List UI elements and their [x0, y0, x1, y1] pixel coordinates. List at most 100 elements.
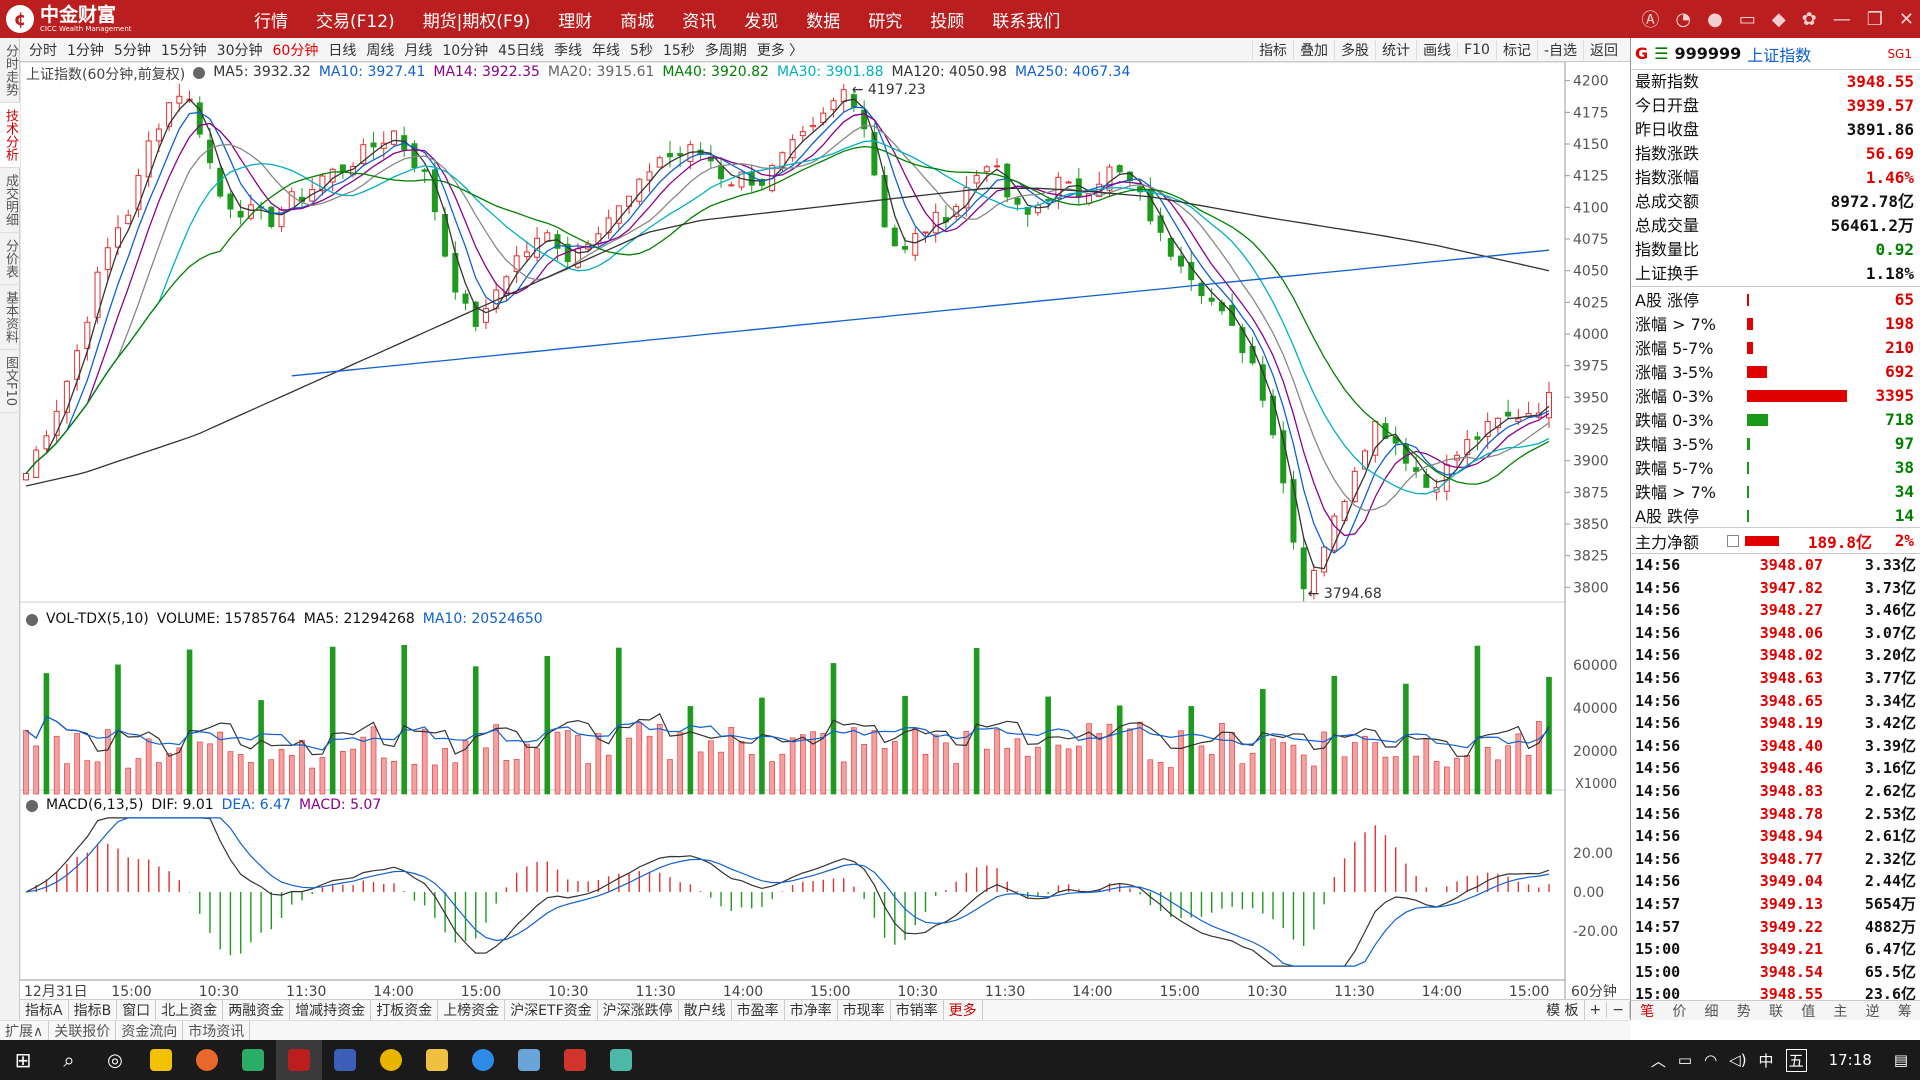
- indicator-tab-13[interactable]: 市现率: [838, 999, 891, 1020]
- wps-icon[interactable]: [552, 1040, 598, 1080]
- book-app-icon[interactable]: [506, 1040, 552, 1080]
- period-tab-14[interactable]: 15秒: [662, 43, 695, 59]
- quote-foot-tab-8[interactable]: 筹: [1897, 1004, 1912, 1020]
- side-tab-4[interactable]: 基本资料: [0, 285, 20, 350]
- indicator-tab-5[interactable]: 增减持资金: [290, 999, 372, 1020]
- menu-item-1[interactable]: 交易(F12): [316, 11, 395, 32]
- leaf-app-icon[interactable]: [598, 1040, 644, 1080]
- search-icon[interactable]: ⌕: [63, 1048, 75, 1072]
- period-tab-11[interactable]: 季线: [553, 43, 582, 59]
- toolbar-btn-8[interactable]: 返回: [1583, 40, 1624, 60]
- indicator-tab-0[interactable]: 指标A: [20, 999, 69, 1020]
- folder-icon[interactable]: [414, 1040, 460, 1080]
- template-btn-2[interactable]: −: [1607, 1001, 1630, 1018]
- period-tab-5[interactable]: 60分钟: [272, 43, 319, 59]
- cube-icon[interactable]: ◆: [1771, 8, 1786, 30]
- quote-foot-tab-4[interactable]: 联: [1768, 1004, 1783, 1020]
- ext-tab-0[interactable]: 扩展∧: [0, 1020, 50, 1041]
- settings-icon[interactable]: [26, 800, 38, 812]
- close-icon[interactable]: ✕: [1898, 8, 1914, 30]
- maximize-icon[interactable]: ❐: [1866, 8, 1883, 30]
- indicator-tab-15[interactable]: 更多: [944, 999, 983, 1020]
- ext-tab-2[interactable]: 资金流向: [116, 1020, 184, 1041]
- gear-icon[interactable]: ✿: [1801, 8, 1817, 30]
- indicator-tab-7[interactable]: 上榜资金: [438, 999, 506, 1020]
- windows-start-icon[interactable]: ⊞: [14, 1048, 32, 1072]
- monitor-icon[interactable]: ▭: [1738, 8, 1756, 30]
- indicator-tab-12[interactable]: 市净率: [785, 999, 838, 1020]
- period-tab-13[interactable]: 5秒: [629, 43, 653, 59]
- toolbar-btn-0[interactable]: 指标: [1252, 40, 1293, 60]
- quote-foot-tab-1[interactable]: 价: [1672, 1004, 1687, 1020]
- mail-app-icon[interactable]: [322, 1040, 368, 1080]
- side-tab-0[interactable]: 分时走势: [0, 38, 20, 103]
- battery-icon[interactable]: ▭: [1677, 1051, 1693, 1069]
- template-btn-0[interactable]: 模 板: [1541, 999, 1585, 1020]
- cicc-app-icon[interactable]: [276, 1040, 322, 1080]
- quote-foot-tab-7[interactable]: 逆: [1865, 1004, 1880, 1020]
- clock[interactable]: 17:18: [1828, 1051, 1872, 1069]
- chevron-up-icon[interactable]: ︿: [1650, 1051, 1666, 1070]
- period-tab-4[interactable]: 30分钟: [216, 43, 263, 59]
- menu-item-5[interactable]: 资讯: [682, 11, 717, 32]
- period-tab-12[interactable]: 年线: [591, 43, 620, 59]
- indicator-tab-14[interactable]: 市销率: [891, 999, 944, 1020]
- side-tab-1[interactable]: 技术分析: [0, 103, 20, 168]
- menu-item-10[interactable]: 联系我们: [992, 11, 1061, 32]
- kline-chart[interactable]: 4200 4175 4150 4125 4100 4075 4050 4025 4000 3975…: [20, 62, 1630, 1002]
- menu-item-4[interactable]: 商城: [620, 11, 655, 32]
- side-tab-5[interactable]: 图文F10: [0, 350, 20, 414]
- menu-item-8[interactable]: 研究: [868, 11, 903, 32]
- period-tab-7[interactable]: 周线: [366, 43, 395, 59]
- menu-item-2[interactable]: 期货|期权(F9): [422, 11, 531, 32]
- period-tab-10[interactable]: 45日线: [498, 43, 544, 59]
- indicator-tab-11[interactable]: 市盈率: [732, 999, 785, 1020]
- quote-foot-tab-3[interactable]: 势: [1736, 1004, 1751, 1020]
- period-tab-15[interactable]: 多周期: [704, 43, 747, 59]
- settings-icon[interactable]: [26, 614, 38, 626]
- indicator-tab-6[interactable]: 打板资金: [371, 999, 439, 1020]
- quote-foot-tab-2[interactable]: 细: [1704, 1004, 1719, 1020]
- indicator-tab-4[interactable]: 两融资金: [223, 999, 291, 1020]
- ext-tab-1[interactable]: 关联报价: [49, 1020, 117, 1041]
- quote-foot-tab-0[interactable]: 笔: [1640, 1004, 1655, 1020]
- wechat-icon[interactable]: [230, 1040, 276, 1080]
- qq-browser-icon[interactable]: [460, 1040, 506, 1080]
- period-tab-8[interactable]: 月线: [404, 43, 433, 59]
- period-tab-2[interactable]: 5分钟: [113, 43, 151, 59]
- user-icon[interactable]: ●: [1707, 8, 1723, 30]
- search-app-icon[interactable]: ◎: [107, 1049, 123, 1071]
- ai-icon[interactable]: Ⓐ: [1641, 10, 1660, 31]
- toolbar-btn-5[interactable]: F10: [1457, 42, 1496, 58]
- ime-mode[interactable]: 五: [1785, 1048, 1807, 1072]
- indicator-tab-1[interactable]: 指标B: [69, 999, 118, 1020]
- menu-item-3[interactable]: 理财: [558, 11, 593, 32]
- quote-foot-tab-6[interactable]: 主: [1833, 1004, 1848, 1020]
- period-tab-6[interactable]: 日线: [328, 43, 357, 59]
- indicator-tab-2[interactable]: 窗口: [117, 999, 157, 1020]
- period-tab-1[interactable]: 1分钟: [67, 43, 104, 59]
- period-tab-9[interactable]: 10分钟: [442, 43, 489, 59]
- menu-item-9[interactable]: 投顾: [930, 11, 965, 32]
- indicator-tab-3[interactable]: 北上资金: [156, 999, 224, 1020]
- side-tab-2[interactable]: 成交明细: [0, 168, 20, 233]
- menu-item-6[interactable]: 发现: [744, 11, 779, 32]
- period-tab-16[interactable]: 更多 〉: [756, 43, 804, 59]
- menu-item-0[interactable]: 行情: [254, 11, 288, 32]
- quote-foot-tab-5[interactable]: 值: [1801, 1004, 1816, 1020]
- ime-indicator[interactable]: 中: [1758, 1051, 1774, 1070]
- menu-lines-icon[interactable]: ☰: [1654, 44, 1669, 63]
- firefox-icon[interactable]: [184, 1040, 230, 1080]
- toolbar-btn-3[interactable]: 统计: [1375, 40, 1416, 60]
- indicator-tab-8[interactable]: 沪深ETF资金: [505, 999, 598, 1020]
- toolbar-btn-1[interactable]: 叠加: [1293, 40, 1334, 60]
- indicator-tab-9[interactable]: 沪深涨跌停: [598, 999, 679, 1020]
- toolbar-btn-7[interactable]: -自选: [1536, 40, 1583, 60]
- toolbar-btn-6[interactable]: 标记: [1495, 40, 1537, 60]
- ext-tab-3[interactable]: 市场资讯: [183, 1020, 251, 1041]
- menu-item-7[interactable]: 数据: [806, 11, 841, 32]
- notes-app-icon[interactable]: [138, 1040, 184, 1080]
- headset-icon[interactable]: ◔: [1675, 8, 1692, 30]
- toolbar-btn-4[interactable]: 画线: [1416, 40, 1457, 60]
- template-btn-1[interactable]: +: [1585, 1001, 1608, 1018]
